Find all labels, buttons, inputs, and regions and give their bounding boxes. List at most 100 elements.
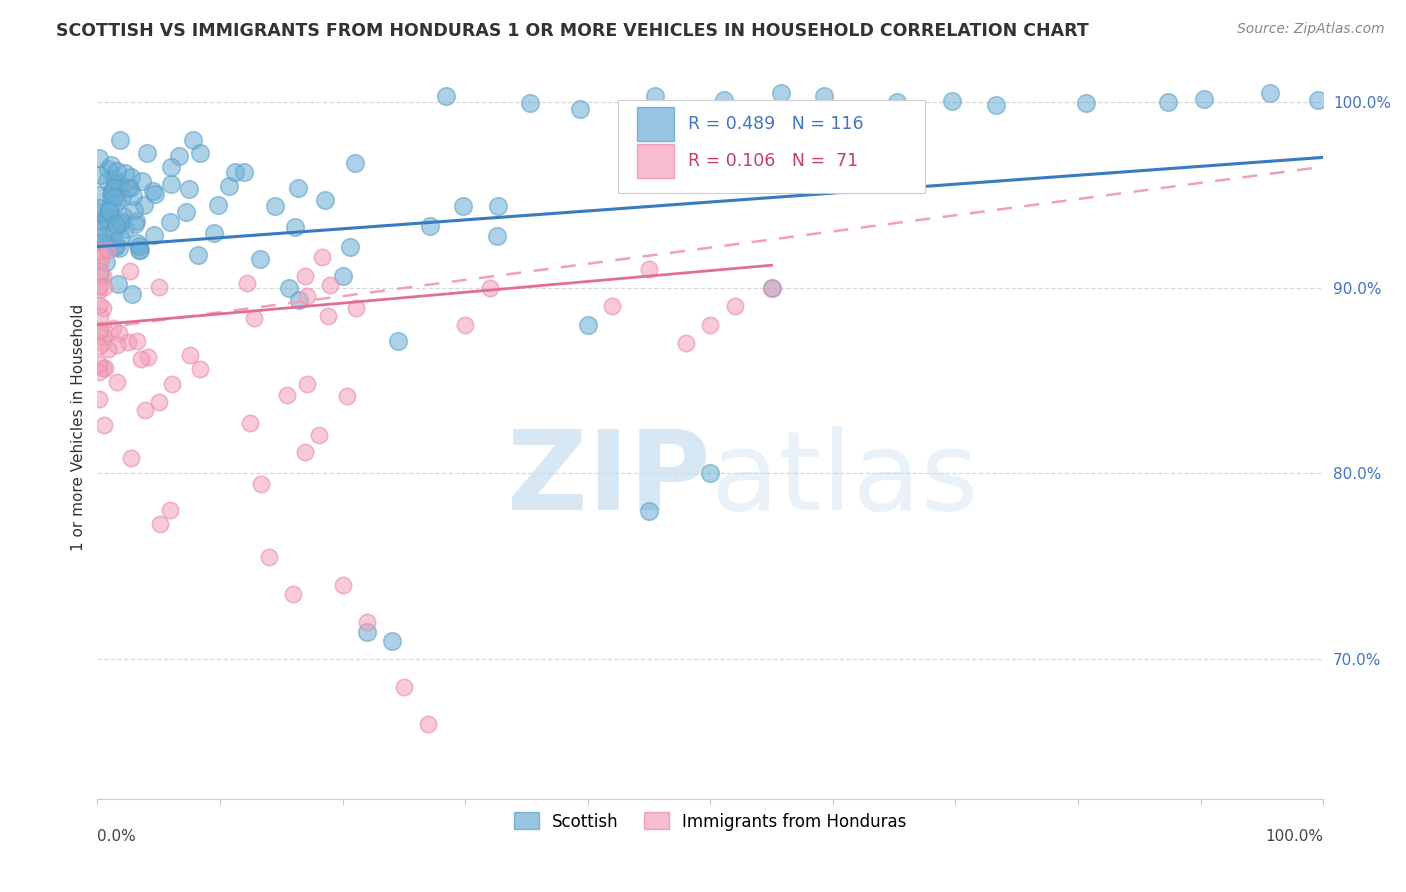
Point <box>105 178 128 192</box>
Point <box>87 339 110 353</box>
Point <box>89 326 111 340</box>
Point <box>91 360 114 375</box>
Point <box>128 239 150 253</box>
Point <box>132 198 155 212</box>
Point <box>105 163 128 178</box>
Point <box>941 94 963 108</box>
Point <box>1157 95 1180 109</box>
Point <box>568 102 591 116</box>
Point <box>128 244 150 258</box>
Point <box>87 232 110 246</box>
Point <box>96 212 118 227</box>
Point <box>89 323 111 337</box>
Point <box>87 365 110 379</box>
Point <box>485 229 508 244</box>
Point <box>89 235 111 249</box>
Point <box>89 188 111 202</box>
Point <box>103 171 125 186</box>
Point <box>148 279 170 293</box>
Point <box>451 199 474 213</box>
Point <box>93 418 115 433</box>
Point <box>104 176 127 190</box>
Point <box>179 348 201 362</box>
Point <box>761 280 783 294</box>
Point <box>87 152 110 166</box>
Point <box>434 89 457 103</box>
Point <box>1074 95 1097 110</box>
Point <box>120 170 142 185</box>
Point <box>486 199 509 213</box>
Point <box>94 215 117 229</box>
Point <box>387 334 409 348</box>
Point <box>187 247 209 261</box>
Point <box>761 280 783 294</box>
Point <box>93 269 115 284</box>
Point <box>287 180 309 194</box>
Point <box>97 236 120 251</box>
Point <box>699 467 721 481</box>
Point <box>125 235 148 250</box>
Point <box>124 218 146 232</box>
Point <box>224 165 246 179</box>
Y-axis label: 1 or more Vehicles in Household: 1 or more Vehicles in Household <box>72 303 86 550</box>
Point <box>356 615 378 630</box>
Point <box>179 182 201 196</box>
Point <box>89 309 111 323</box>
Point <box>638 503 661 517</box>
Point <box>600 299 623 313</box>
Point <box>93 330 115 344</box>
Point <box>108 216 131 230</box>
Point <box>90 214 112 228</box>
Text: R = 0.489   N = 116: R = 0.489 N = 116 <box>689 115 863 133</box>
Point <box>136 350 159 364</box>
Point <box>724 299 747 313</box>
Point <box>94 361 117 376</box>
Point <box>107 277 129 291</box>
Point <box>986 98 1008 112</box>
Point <box>344 301 367 315</box>
Point <box>344 156 367 170</box>
Point <box>100 187 122 202</box>
Point <box>87 358 110 372</box>
Point <box>120 181 142 195</box>
Point <box>519 95 541 110</box>
Point <box>418 717 440 731</box>
Point <box>108 133 131 147</box>
Point <box>143 186 166 201</box>
Point <box>105 195 128 210</box>
Point <box>131 173 153 187</box>
Point <box>87 251 110 265</box>
Point <box>769 86 792 100</box>
Point <box>105 375 128 389</box>
Point <box>91 301 114 316</box>
Point <box>160 160 183 174</box>
Point <box>125 214 148 228</box>
Point <box>295 289 318 303</box>
Point <box>87 201 110 215</box>
Point <box>89 244 111 258</box>
Point <box>101 320 124 334</box>
Legend: Scottish, Immigrants from Honduras: Scottish, Immigrants from Honduras <box>506 804 915 838</box>
Point <box>314 194 336 208</box>
Point <box>142 228 165 243</box>
Point <box>100 194 122 209</box>
Text: 0.0%: 0.0% <box>97 829 136 844</box>
Point <box>97 342 120 356</box>
Point <box>332 268 354 283</box>
Point <box>148 394 170 409</box>
Point <box>202 226 225 240</box>
Point <box>159 214 181 228</box>
Point <box>108 326 131 340</box>
Point <box>97 161 120 176</box>
Point <box>356 624 378 639</box>
Point <box>114 166 136 180</box>
Bar <box>637 145 673 178</box>
Point <box>89 269 111 284</box>
Point <box>97 243 120 257</box>
Text: 100.0%: 100.0% <box>1265 829 1323 844</box>
Point <box>87 392 110 406</box>
Point <box>638 262 661 277</box>
Point <box>276 388 298 402</box>
Point <box>89 263 111 277</box>
Point <box>128 243 150 257</box>
